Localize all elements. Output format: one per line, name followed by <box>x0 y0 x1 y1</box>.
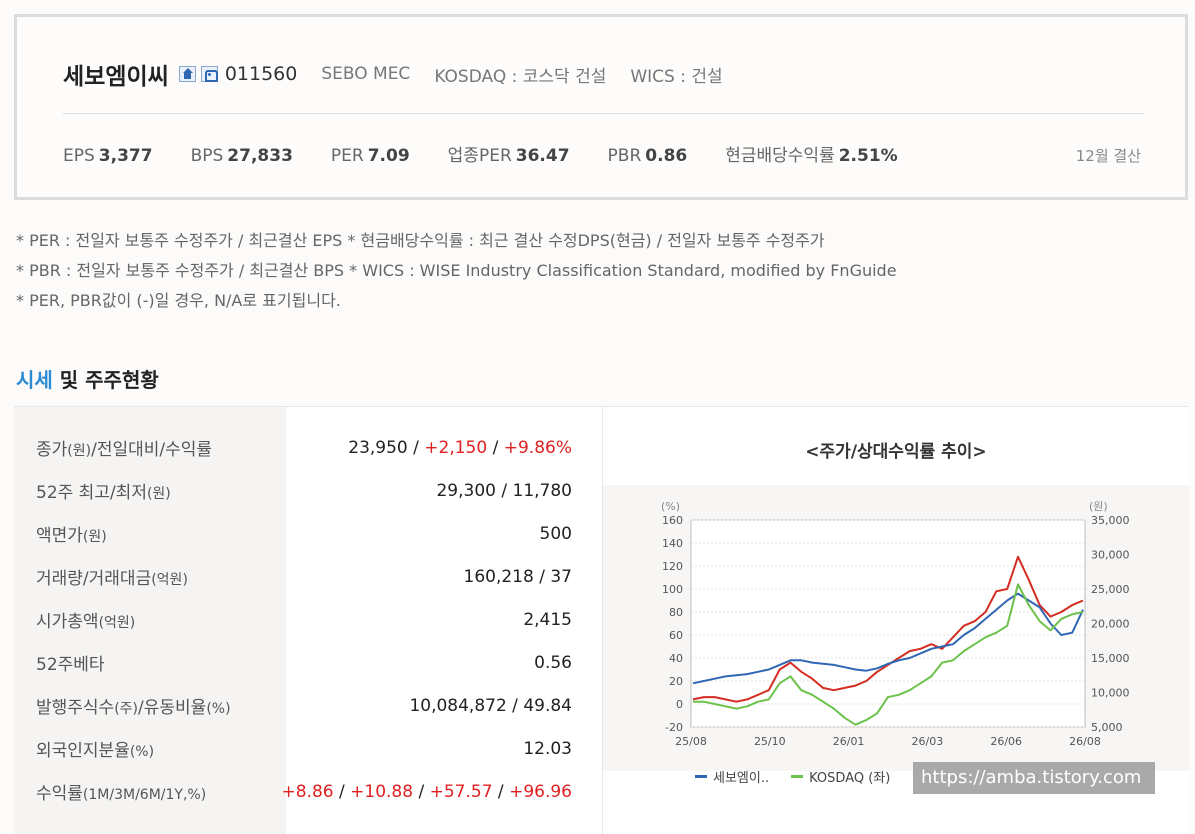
corp-wics: WICS : 건설 <box>630 66 723 87</box>
price-chart: 160 140 120 100 80 60 40 20 0 -20 35,000 30,000 25,0… <box>603 485 1189 771</box>
corp-market: KOSDAQ : 코스닥 건설 <box>434 66 607 87</box>
stat-label: 발행주식수(주)/유동비율(%) <box>36 698 231 718</box>
y-tick-label: -20 <box>665 721 683 734</box>
stat-row: 시가총액(억원) 2,415 <box>14 598 602 641</box>
y-tick-label: 60 <box>669 629 683 642</box>
y-tick-label: 20 <box>669 675 683 688</box>
x-tick-label: 25/10 <box>754 735 786 748</box>
y2-tick-label: 10,000 <box>1091 687 1130 700</box>
y-tick-label: 140 <box>662 537 683 550</box>
price-stats-table: 종가(원)/전일대비/수익률 23,950 / +2,150 / +9.86% 52… <box>14 406 602 834</box>
legend-item: KOSDAQ (좌) <box>791 767 890 786</box>
stat-value: 10,084,872 / 49.84 <box>409 695 572 716</box>
footnotes: * PER : 전일자 보통주 수정주가 / 최근결산 EPS * 현금배당수익… <box>16 226 897 316</box>
section-title-rest: 및 주주현황 <box>52 368 159 392</box>
y-axis-unit: (%) <box>661 500 680 513</box>
stat-value: 0.56 <box>534 652 572 673</box>
divider <box>63 113 1144 114</box>
corp-name: 세보엠이씨 <box>63 64 169 90</box>
price-chart-panel: <주가/상대수익률 추이> 160 140 120 100 80 60 40 20 0 -20 35… <box>602 406 1189 834</box>
stat-value: +8.86 / +10.88 / +57.57 / +96.96 <box>281 781 572 802</box>
stat-label: 수익률(1M/3M/6M/1Y,%) <box>36 784 207 804</box>
legend-item: 세보엠이.. <box>695 767 769 786</box>
stat-label: 52주베타 <box>36 655 105 675</box>
y2-tick-label: 5,000 <box>1091 721 1123 734</box>
stat-label: 시가총액(억원) <box>36 612 136 632</box>
stat-label: 액면가(원) <box>36 526 107 546</box>
legend-swatch-kosdaq <box>791 775 804 778</box>
stat-row: 발행주식수(주)/유동비율(%) 10,084,872 / 49.84 <box>14 684 602 727</box>
y-tick-label: 40 <box>669 652 683 665</box>
stat-row: 거래량/거래대금(억원) 160,218 / 37 <box>14 555 602 598</box>
series-line-0 <box>692 592 1084 685</box>
x-tick-label: 25/08 <box>675 735 707 748</box>
y2-tick-label: 15,000 <box>1091 652 1130 665</box>
stat-row: 외국인지분율(%) 12.03 <box>14 727 602 770</box>
stat-label: 종가(원)/전일대비/수익률 <box>36 440 213 460</box>
stat-row: 수익률(1M/3M/6M/1Y,%) +8.86 / +10.88 / +57.5… <box>14 770 602 813</box>
y2-tick-label: 25,000 <box>1091 583 1130 596</box>
stat-row: 종가(원)/전일대비/수익률 23,950 / +2,150 / +9.86% <box>14 426 602 469</box>
footnote: * PER, PBR값이 (-)일 경우, N/A로 표기됩니다. <box>16 291 341 310</box>
ratio-dividend-yield: 현금배당수익률 2.51% <box>725 146 898 166</box>
stat-row: 52주 최고/최저(원) 29,300 / 11,780 <box>14 469 602 512</box>
x-tick-label: 26/08 <box>1069 735 1101 748</box>
chart-title: <주가/상대수익률 추이> <box>805 442 987 462</box>
series-line-1 <box>693 583 1084 726</box>
corp-eng-name: SEBO MEC <box>321 64 411 84</box>
stat-value: 12.03 <box>523 738 572 759</box>
stat-value: 29,300 / 11,780 <box>436 480 572 501</box>
ratio-industry-per: 업종PER 36.47 <box>447 146 570 166</box>
corp-summary-box: 세보엠이씨 011560 SEBO MEC KOSDAQ : 코스닥 건설 WI… <box>14 14 1188 200</box>
y-tick-label: 160 <box>662 514 683 527</box>
stat-label: 거래량/거래대금(억원) <box>36 569 188 589</box>
section-title: 시세 및 주주현황 <box>16 364 159 393</box>
y-tick-label: 0 <box>676 698 683 711</box>
x-tick-label: 26/06 <box>990 735 1022 748</box>
settlement-month: 12월 결산 <box>1075 147 1141 165</box>
x-tick-label: 26/01 <box>833 735 865 748</box>
section-title-highlight: 시세 <box>16 368 53 392</box>
phone-icon[interactable] <box>200 66 218 82</box>
y-tick-label: 100 <box>662 583 683 596</box>
corp-title: 세보엠이씨 011560 SEBO MEC KOSDAQ : 코스닥 건설 WI… <box>63 57 723 91</box>
stat-value: 23,950 / +2,150 / +9.86% <box>348 437 572 458</box>
footnote: * PER : 전일자 보통주 수정주가 / 최근결산 EPS * 현금배당수익… <box>16 231 825 250</box>
stat-label: 외국인지분율(%) <box>36 741 155 761</box>
series-line-2 <box>692 555 1084 703</box>
stat-value: 2,415 <box>523 609 572 630</box>
stat-label: 52주 최고/최저(원) <box>36 483 171 503</box>
y2-tick-label: 20,000 <box>1091 618 1130 631</box>
ratio-eps: EPS 3,377 <box>63 146 153 166</box>
watermark: https://amba.tistory.com <box>913 762 1155 794</box>
home-icon[interactable] <box>178 66 196 82</box>
y-tick-label: 80 <box>669 606 683 619</box>
footnote: * PBR : 전일자 보통주 수정주가 / 최근결산 BPS * WICS :… <box>16 261 897 280</box>
x-tick-label: 26/03 <box>912 735 944 748</box>
stat-row: 액면가(원) 500 <box>14 512 602 555</box>
ratio-per: PER 7.09 <box>330 146 410 166</box>
y2-tick-label: 30,000 <box>1091 549 1130 562</box>
ratio-bps: BPS 27,833 <box>190 146 293 166</box>
corp-code: 011560 <box>224 63 298 85</box>
chart-legend: 세보엠이.. KOSDAQ (좌) <box>695 767 912 786</box>
plot-area <box>690 519 1086 728</box>
ratio-bar: EPS 3,377 BPS 27,833 PER 7.09 업종PER 36.47 PB… <box>63 141 936 166</box>
stat-value: 500 <box>539 523 572 544</box>
y2-tick-label: 35,000 <box>1091 514 1130 527</box>
legend-swatch-stock <box>695 775 707 778</box>
stat-value: 160,218 / 37 <box>463 566 573 587</box>
y2-axis-unit: (원) <box>1089 500 1108 513</box>
y-tick-label: 120 <box>662 560 683 573</box>
ratio-pbr: PBR 0.86 <box>607 146 688 166</box>
stat-row: 52주베타 0.56 <box>14 641 602 684</box>
